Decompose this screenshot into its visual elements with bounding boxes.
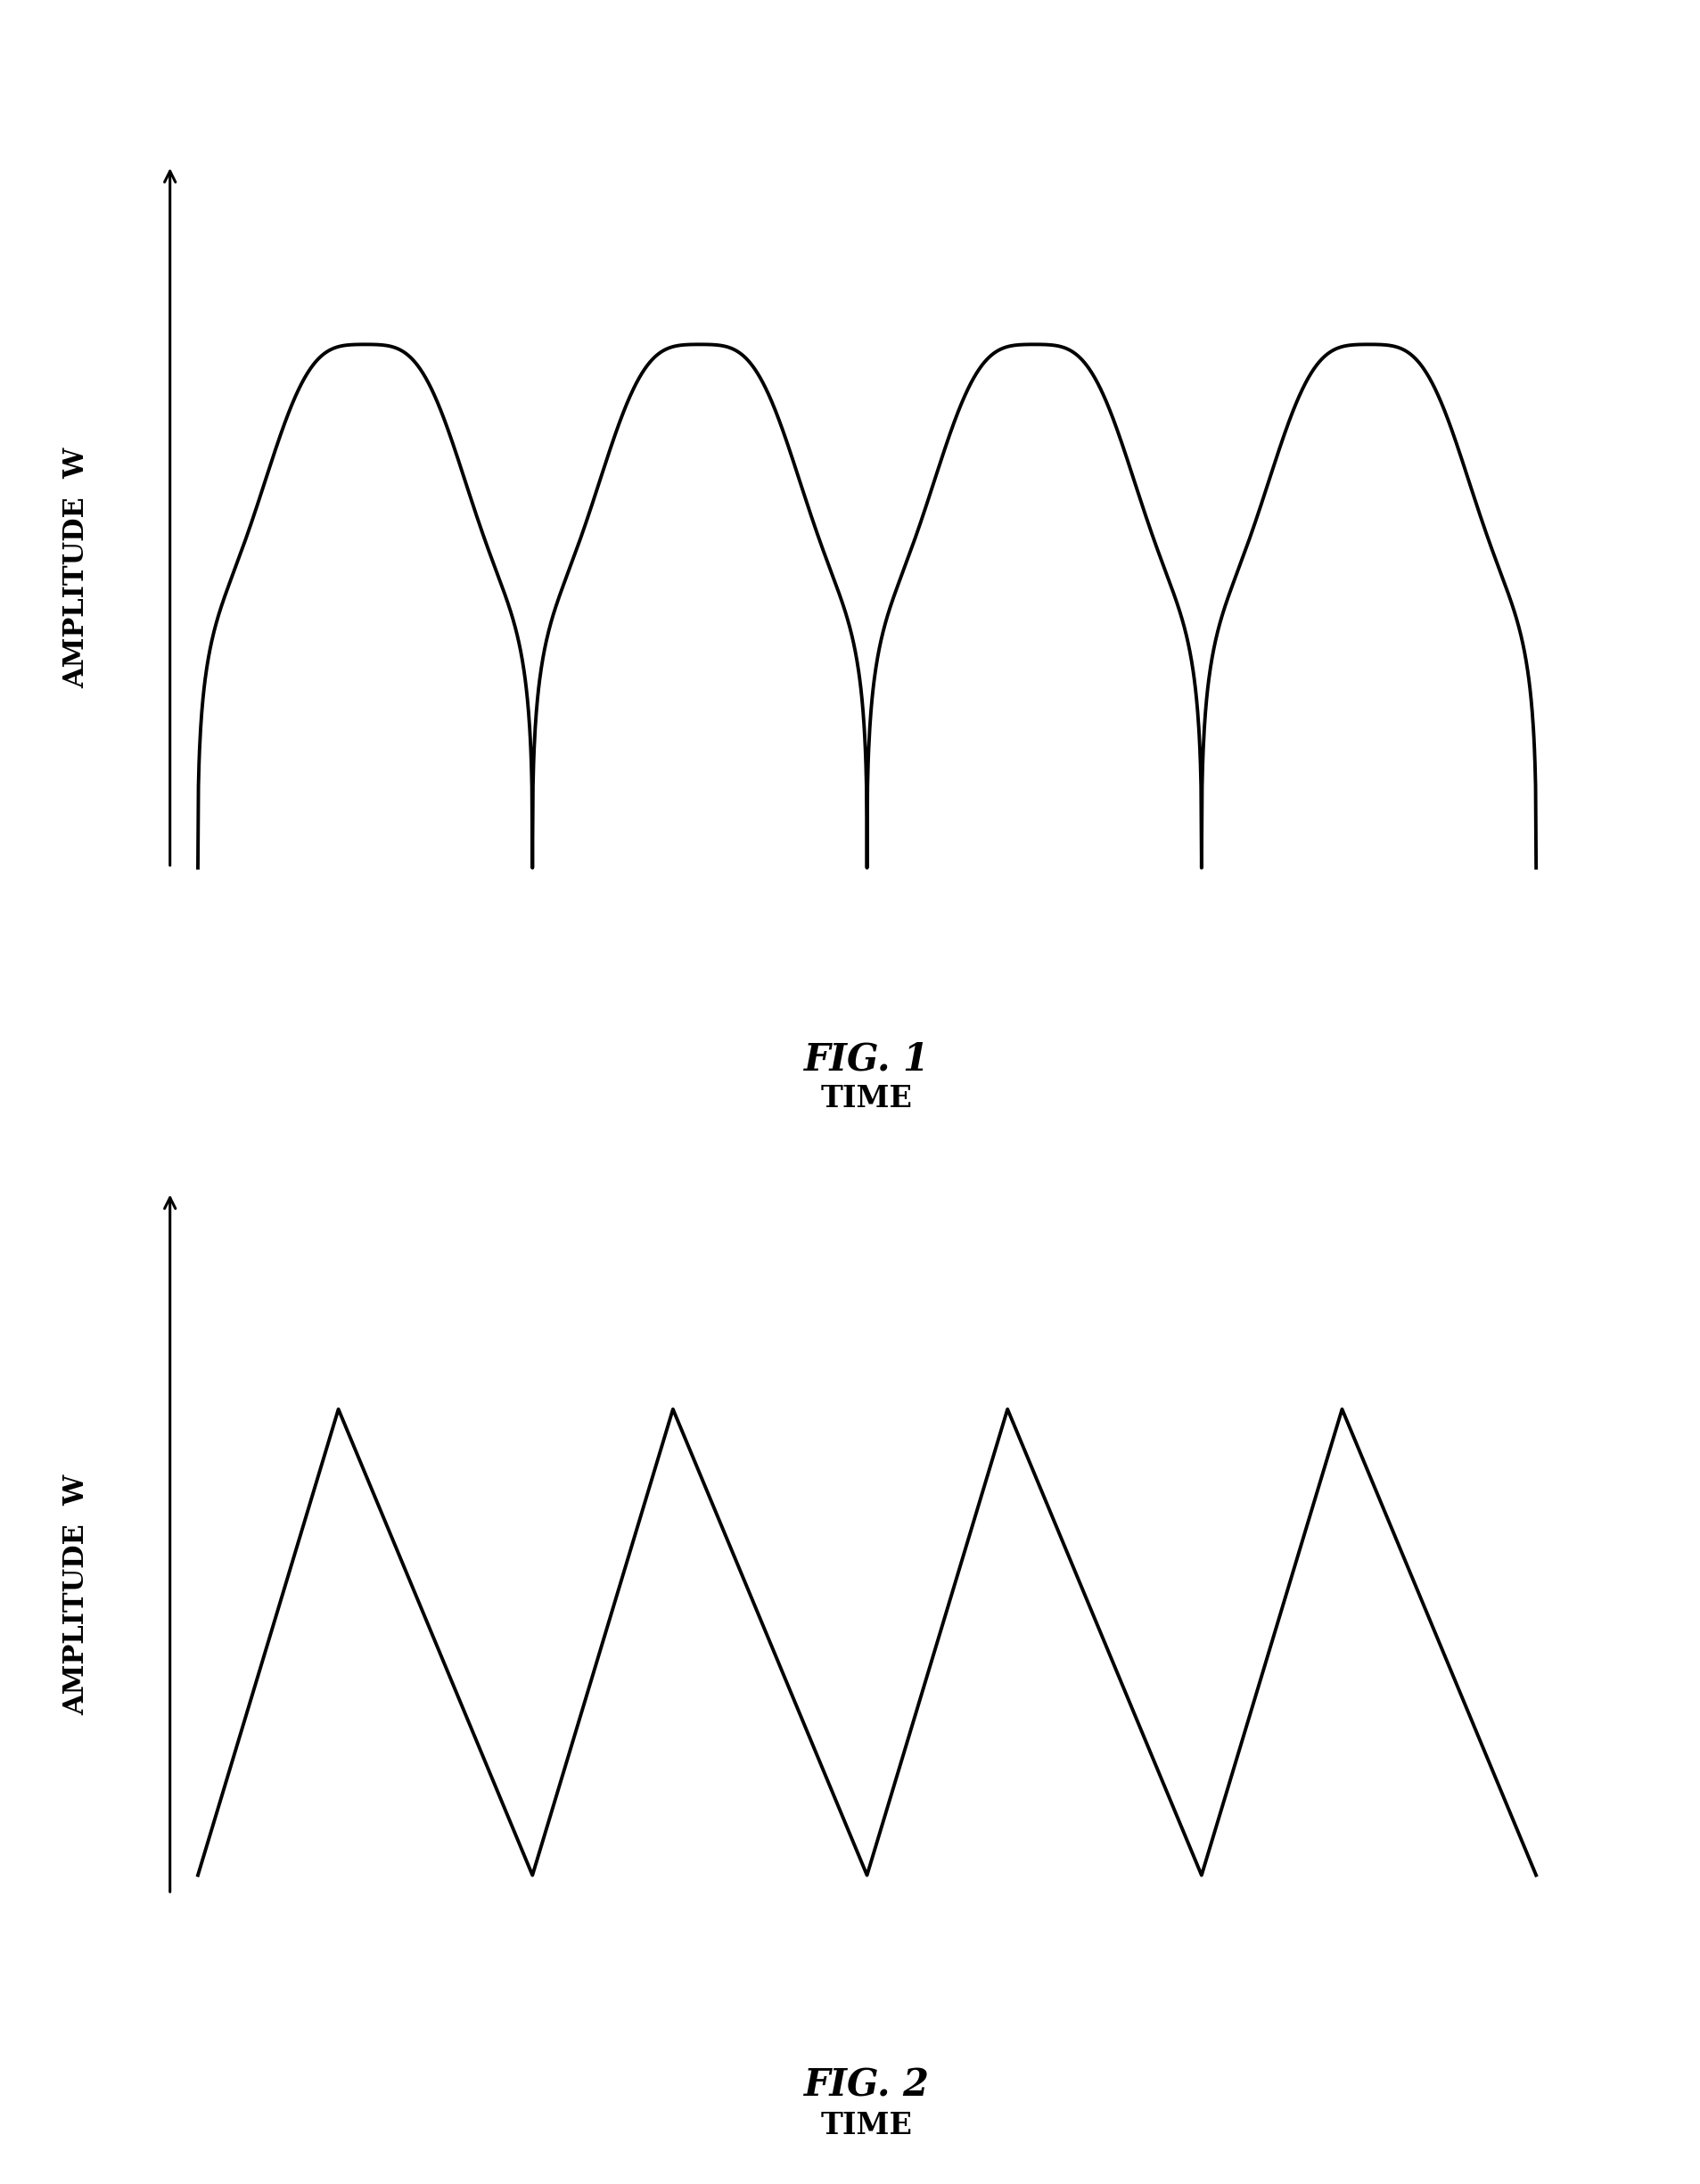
Text: FIG. 1: FIG. 1 (804, 1040, 930, 1079)
Text: TIME: TIME (821, 1083, 913, 1114)
Text: TIME: TIME (821, 2110, 913, 2140)
Text: AMPLITUDE  W: AMPLITUDE W (63, 1474, 90, 1714)
Text: AMPLITUDE  W: AMPLITUDE W (63, 448, 90, 688)
Text: FIG. 2: FIG. 2 (804, 2066, 930, 2105)
